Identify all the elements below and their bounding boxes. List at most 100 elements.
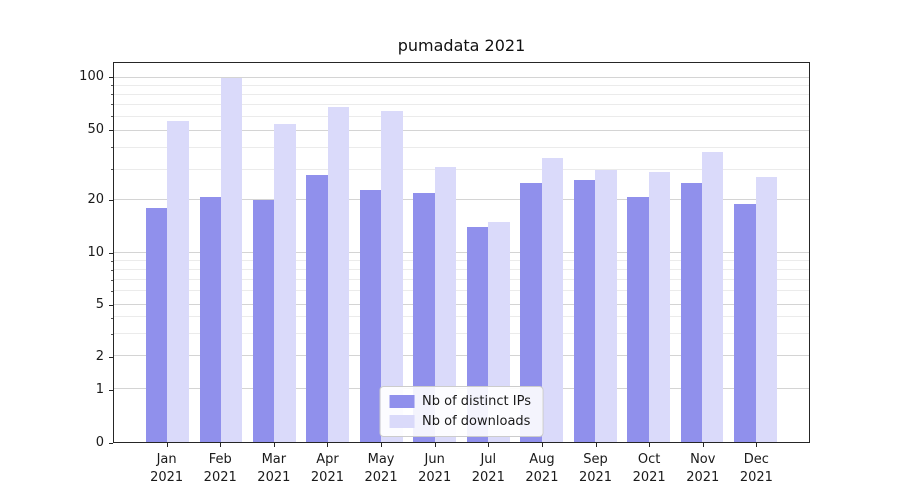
bar-distinct-ips-aug: [520, 183, 542, 442]
minor-gridline: [114, 278, 809, 280]
x-tick-label-apr: Apr 2021: [310, 452, 344, 485]
x-tick-mark: [381, 443, 383, 447]
y-minor-tick-mark: [111, 169, 113, 171]
minor-gridline: [114, 115, 809, 117]
bar-distinct-ips-jan: [146, 208, 168, 442]
x-axis: Jan 2021 Feb 2021 Mar 2021 Apr 2021 May 2021…: [0, 443, 900, 500]
minor-gridline: [114, 168, 809, 170]
x-tick-mark: [541, 443, 543, 447]
x-tick-label-jul: Jul 2021: [471, 452, 505, 485]
minor-gridline: [114, 290, 809, 292]
y-tick-mark: [109, 77, 113, 79]
y-minor-tick-mark: [111, 317, 113, 319]
bar-downloads-sep: [595, 169, 617, 442]
x-tick-mark: [273, 443, 275, 447]
y-tick-mark: [109, 252, 113, 254]
major-gridline: [114, 355, 809, 357]
legend-swatch-downloads: [389, 415, 415, 428]
x-tick-mark: [166, 443, 168, 447]
major-gridline: [114, 251, 809, 253]
bar-downloads-jan: [167, 120, 189, 442]
bar-distinct-ips-jun: [413, 192, 435, 442]
bar-distinct-ips-may: [359, 189, 382, 442]
bar-downloads-apr: [327, 107, 350, 442]
y-minor-tick-mark: [111, 116, 113, 118]
y-tick-label: 2: [95, 348, 104, 364]
y-minor-tick-mark: [111, 147, 113, 149]
bar-distinct-ips-mar: [253, 200, 275, 442]
y-tick-label: 5: [95, 297, 104, 313]
x-tick-mark: [595, 443, 597, 447]
legend-item-distinct-ips: Nb of distinct IPs: [389, 394, 531, 409]
bar-downloads-feb: [220, 78, 243, 442]
bar-distinct-ips-sep: [573, 180, 596, 442]
x-tick-mark: [434, 443, 436, 447]
legend-label-distinct-ips: Nb of distinct IPs: [422, 394, 531, 409]
x-tick-mark: [488, 443, 490, 447]
minor-gridline: [114, 259, 809, 261]
bar-downloads-jun: [434, 167, 457, 442]
minor-gridline: [114, 85, 809, 87]
bar-distinct-ips-apr: [306, 174, 328, 442]
legend: Nb of distinct IPs Nb of downloads: [379, 386, 544, 437]
major-gridline: [114, 77, 809, 79]
bar-downloads-nov: [702, 151, 724, 442]
y-minor-tick-mark: [111, 279, 113, 281]
major-gridline: [114, 303, 809, 305]
bar-downloads-mar: [274, 123, 296, 442]
major-gridline: [114, 199, 809, 201]
chart-title: pumadata 2021: [397, 36, 526, 55]
minor-gridline: [114, 146, 809, 148]
legend-item-downloads: Nb of downloads: [389, 414, 531, 429]
y-tick-label: 50: [87, 122, 104, 138]
x-tick-label-nov: Nov 2021: [686, 452, 720, 485]
y-axis: 0 1 2 5 10 20 50 100: [0, 0, 113, 500]
bar-distinct-ips-oct: [627, 196, 649, 442]
y-minor-tick-mark: [111, 269, 113, 271]
minor-gridline: [114, 104, 809, 106]
y-tick-label: 10: [87, 244, 104, 260]
y-minor-tick-mark: [111, 85, 113, 87]
bar-distinct-ips-dec: [734, 204, 756, 442]
y-minor-tick-mark: [111, 291, 113, 293]
legend-label-downloads: Nb of downloads: [422, 414, 531, 429]
x-tick-label-mar: Mar 2021: [257, 452, 291, 485]
y-tick-mark: [109, 199, 113, 201]
x-tick-label-sep: Sep 2021: [578, 452, 613, 485]
bar-downloads-oct: [648, 172, 670, 442]
x-tick-label-aug: Aug 2021: [525, 452, 559, 485]
bar-downloads-aug: [541, 157, 564, 442]
y-tick-label: 0: [95, 435, 104, 450]
bar-downloads-dec: [755, 177, 777, 442]
x-tick-label-jun: Jun 2021: [418, 452, 452, 485]
x-tick-mark: [220, 443, 222, 447]
y-minor-tick-mark: [111, 333, 113, 335]
bar-downloads-may: [381, 110, 403, 442]
y-tick-mark: [109, 305, 113, 307]
x-tick-label-jan: Jan 2021: [150, 452, 184, 485]
x-tick-label-may: May 2021: [364, 452, 398, 485]
x-tick-mark: [327, 443, 329, 447]
major-gridline: [114, 129, 809, 131]
x-tick-label-feb: Feb 2021: [203, 452, 237, 485]
x-tick-mark: [756, 443, 758, 447]
bar-distinct-ips-feb: [199, 196, 221, 442]
y-tick-label: 1: [95, 382, 104, 398]
y-tick-label: 100: [79, 69, 104, 85]
y-minor-tick-mark: [111, 260, 113, 262]
y-tick-mark: [109, 443, 113, 444]
y-tick-mark: [109, 390, 113, 392]
y-tick-mark: [109, 356, 113, 358]
x-tick-label-dec: Dec 2021: [739, 452, 773, 485]
x-tick-mark: [702, 443, 704, 447]
x-tick-label-oct: Oct 2021: [632, 452, 666, 485]
y-tick-label: 20: [87, 191, 104, 207]
y-tick-mark: [109, 130, 113, 132]
minor-gridline: [114, 94, 809, 96]
legend-swatch-distinct-ips: [389, 395, 415, 408]
minor-gridline: [114, 316, 809, 318]
minor-gridline: [114, 332, 809, 334]
y-minor-tick-mark: [111, 94, 113, 96]
y-minor-tick-mark: [111, 104, 113, 106]
